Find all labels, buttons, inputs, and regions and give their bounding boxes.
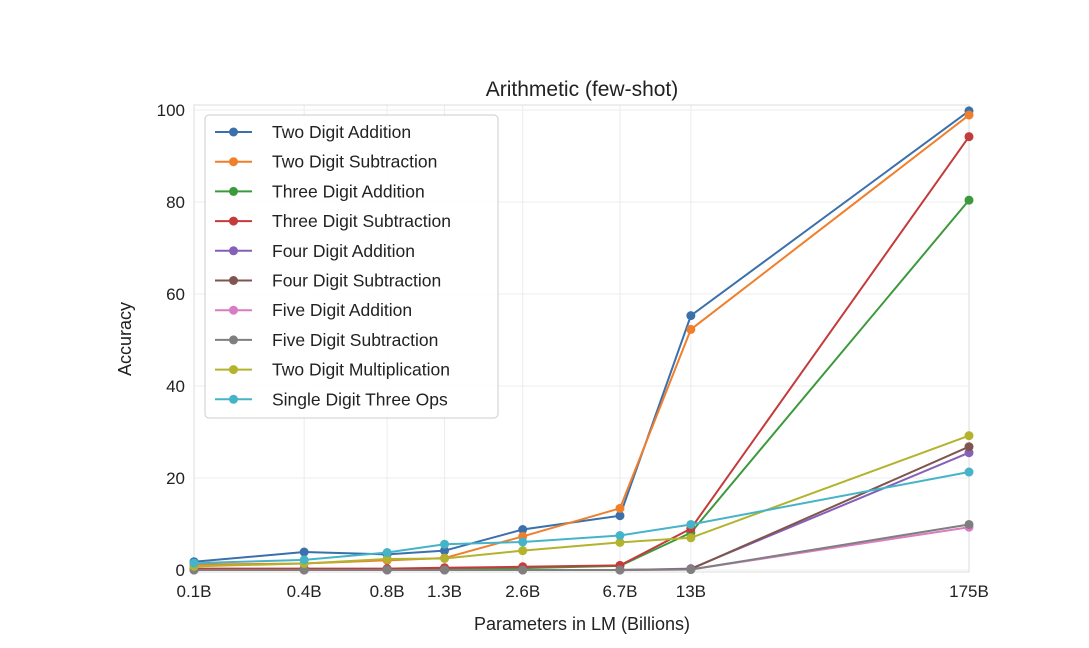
legend-entry: Five Digit Subtraction — [215, 330, 438, 350]
series-line — [194, 523, 970, 571]
data-point — [686, 324, 696, 334]
y-tick-label: 100 — [157, 101, 185, 120]
legend-swatch-marker — [229, 394, 238, 404]
series-line — [194, 136, 970, 570]
legend-label: Two Digit Addition — [272, 122, 411, 142]
legend-label: Three Digit Addition — [272, 181, 425, 201]
data-point — [299, 555, 309, 565]
legend: Two Digit Addition Two Digit Subtraction T… — [204, 114, 499, 419]
legend-swatch-marker — [229, 305, 238, 315]
data-point — [615, 531, 625, 540]
legend-swatch-marker — [229, 365, 238, 375]
data-point — [382, 565, 392, 575]
data-point — [964, 519, 974, 529]
data-point — [518, 546, 528, 556]
data-point — [440, 539, 450, 549]
series-line — [193, 434, 970, 568]
legend-label: Two Digit Multiplication — [272, 360, 450, 380]
x-tick-label: 6.7B — [602, 582, 637, 601]
y-tick-label: 80 — [166, 193, 185, 212]
legend-swatch-marker — [229, 216, 238, 226]
data-point — [382, 554, 392, 564]
x-tick-label: 0.1B — [177, 582, 212, 601]
x-tick-label: 1.3B — [427, 582, 462, 601]
x-tick-label: 13B — [676, 582, 706, 601]
legend-label: Four Digit Subtraction — [272, 271, 441, 291]
data-point — [299, 547, 309, 557]
data-point — [964, 442, 974, 452]
data-point — [964, 467, 974, 477]
legend-entry: Two Digit Subtraction — [215, 152, 437, 172]
data-point — [686, 533, 696, 543]
data-point — [615, 565, 625, 575]
data-point — [299, 565, 309, 575]
data-point — [964, 132, 974, 142]
y-tick-label: 0 — [176, 561, 185, 580]
x-tick-label: 0.4B — [287, 582, 322, 601]
series-9 — [189, 467, 974, 568]
data-point — [518, 525, 528, 535]
legend-entry: Two Digit Multiplication — [215, 360, 450, 380]
x-tick-label: 2.6B — [505, 582, 540, 601]
data-point — [686, 565, 696, 575]
data-point — [615, 503, 625, 513]
data-point — [440, 546, 450, 556]
y-tick-label: 20 — [166, 469, 185, 488]
legend-entry: Three Digit Subtraction — [215, 211, 451, 231]
y-tick-label: 60 — [166, 285, 185, 304]
legend-entry: Five Digit Addition — [215, 300, 412, 320]
legend-swatch-marker — [229, 276, 238, 285]
series-7 — [189, 519, 974, 575]
data-point — [686, 519, 696, 529]
x-tick-label: 0.8B — [370, 582, 405, 601]
legend-label: Two Digit Subtraction — [272, 152, 437, 172]
legend-label: Five Digit Subtraction — [272, 330, 438, 350]
legend-label: Five Digit Addition — [272, 300, 412, 320]
legend-swatch-marker — [229, 157, 238, 167]
y-tick-label: 40 — [166, 377, 185, 396]
legend-entry: Three Digit Addition — [215, 181, 425, 201]
plot-area-frame — [193, 104, 970, 573]
legend-entry: Four Digit Subtraction — [215, 271, 441, 291]
legend-entry: Four Digit Addition — [215, 241, 415, 261]
legend-entry: Single Digit Three Ops — [215, 389, 448, 409]
legend-swatch-marker — [229, 186, 238, 196]
data-point — [440, 554, 450, 563]
legend-swatch-marker — [229, 246, 238, 256]
legend-entry: Two Digit Addition — [215, 122, 411, 142]
data-point — [964, 110, 974, 120]
series-4 — [189, 448, 974, 575]
legend-swatch-marker — [229, 127, 238, 137]
legend-label: Four Digit Addition — [272, 241, 415, 261]
series-line — [193, 471, 970, 565]
legend-label: Single Digit Three Ops — [272, 389, 448, 409]
chart-title: Arithmetic (few-shot) — [486, 78, 679, 101]
x-tick-label: 175B — [949, 582, 989, 601]
data-point — [382, 548, 392, 558]
series-8 — [189, 431, 974, 571]
y-axis-label: Accuracy — [115, 302, 135, 376]
data-point — [964, 195, 974, 205]
data-point — [518, 565, 528, 575]
data-point — [440, 565, 450, 575]
legend-swatch-marker — [229, 335, 238, 345]
series-layer — [189, 106, 974, 575]
series-line — [193, 110, 970, 563]
data-point — [615, 511, 625, 521]
x-axis-label: Parameters in LM (Billions) — [474, 614, 690, 634]
data-point — [964, 431, 974, 441]
legend-box — [204, 114, 499, 419]
data-point — [189, 558, 199, 568]
legend-label: Three Digit Subtraction — [272, 211, 451, 231]
data-point — [518, 537, 528, 547]
data-point — [615, 537, 625, 547]
data-point — [686, 311, 696, 321]
tick-labels: 0 20 40 60 80 100 0.1B 0.4B 0.8B 1.3B 2.6B 6.7B 13B 1… — [157, 101, 989, 601]
